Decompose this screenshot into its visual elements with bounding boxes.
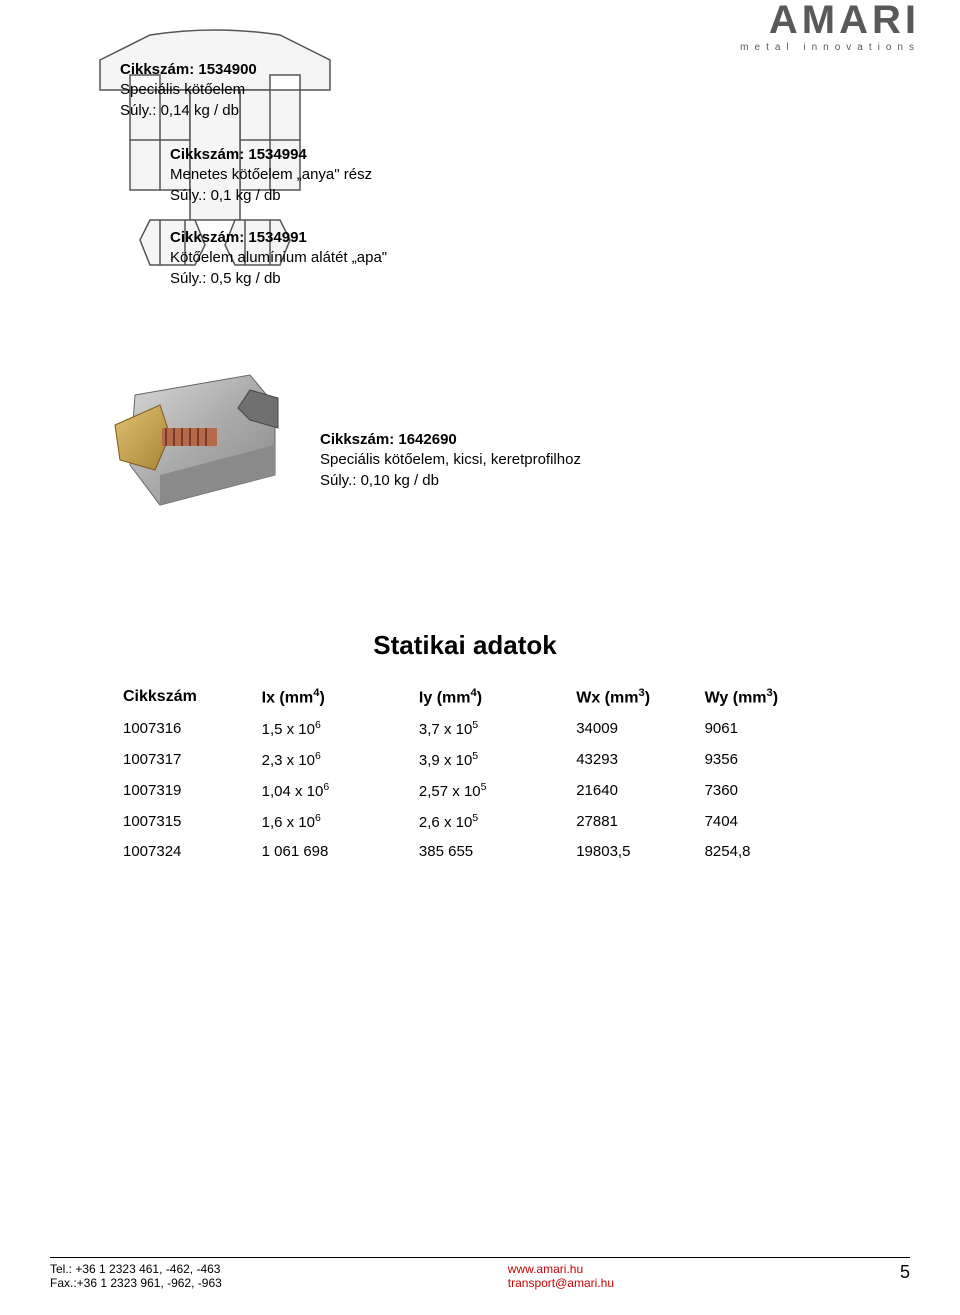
product-block-3: Cikkszám: 1534991 Kötőelem alumínium alá… xyxy=(170,228,387,289)
product-code-label: Cikkszám: xyxy=(170,229,244,246)
table-cell: 7404 xyxy=(697,806,815,837)
table-cell: 2,6 x 105 xyxy=(411,806,568,837)
product-name: Speciális kötőelem xyxy=(120,80,257,100)
product-code: 1534994 xyxy=(248,146,306,163)
product-name: Speciális kötőelem, kicsi, keretprofilho… xyxy=(320,450,581,470)
table-cell: 1007324 xyxy=(115,837,254,866)
product-code: 1642690 xyxy=(398,431,456,448)
statistics-title: Statikai adatok xyxy=(115,630,815,661)
table-header-cell: Wy (mm3) xyxy=(697,681,815,713)
table-cell: 1007317 xyxy=(115,744,254,775)
table-row: 10073151,6 x 1062,6 x 105278817404 xyxy=(115,806,815,837)
table-cell: 1,04 x 106 xyxy=(254,775,411,806)
page-number: 5 xyxy=(900,1262,910,1290)
table-cell: 19803,5 xyxy=(568,837,696,866)
footer-email: transport@amari.hu xyxy=(508,1276,614,1290)
table-cell: 7360 xyxy=(697,775,815,806)
product-code: 1534900 xyxy=(198,61,256,78)
fax-number: +36 1 2323 961, -962, -963 xyxy=(77,1276,222,1290)
table-cell: 385 655 xyxy=(411,837,568,866)
weight-label: Súly.: xyxy=(170,187,206,204)
table-cell: 3,9 x 105 xyxy=(411,744,568,775)
product-name: Menetes kötőelem „anya" rész xyxy=(170,165,372,185)
table-cell: 9356 xyxy=(697,744,815,775)
product-code-label: Cikkszám: xyxy=(320,431,394,448)
product-weight: 0,5 kg / db xyxy=(211,270,281,287)
table-row: 10073161,5 x 1063,7 x 105340099061 xyxy=(115,713,815,744)
table-row: 10073191,04 x 1062,57 x 105216407360 xyxy=(115,775,815,806)
table-header-cell: Wx (mm3) xyxy=(568,681,696,713)
table-header-cell: Cikkszám xyxy=(115,681,254,713)
table-cell: 1,5 x 106 xyxy=(254,713,411,744)
footer-www: www.amari.hu xyxy=(508,1262,614,1276)
statistics-section: Statikai adatok CikkszámIx (mm4)Iy (mm4)… xyxy=(115,630,815,866)
table-cell: 1007316 xyxy=(115,713,254,744)
product-name: Kötőelem alumínium alátét „apa" xyxy=(170,248,387,268)
product-code-label: Cikkszám: xyxy=(120,61,194,78)
page-footer: Tel.: +36 1 2323 461, -462, -463 Fax.:+3… xyxy=(50,1257,910,1290)
table-cell: 9061 xyxy=(697,713,815,744)
product-photo-fastener xyxy=(100,350,290,530)
table-cell: 1007315 xyxy=(115,806,254,837)
footer-links: www.amari.hu transport@amari.hu xyxy=(508,1262,614,1290)
logo-header: AMARI metal innovations xyxy=(740,0,920,53)
product-block-2: Cikkszám: 1534994 Menetes kötőelem „anya… xyxy=(170,145,372,206)
product-code-label: Cikkszám: xyxy=(170,146,244,163)
table-cell: 3,7 x 105 xyxy=(411,713,568,744)
table-cell: 43293 xyxy=(568,744,696,775)
product-block-4: Cikkszám: 1642690 Speciális kötőelem, ki… xyxy=(320,430,581,491)
table-cell: 27881 xyxy=(568,806,696,837)
table-cell: 2,57 x 105 xyxy=(411,775,568,806)
table-cell: 1 061 698 xyxy=(254,837,411,866)
table-header-cell: Ix (mm4) xyxy=(254,681,411,713)
table-cell: 21640 xyxy=(568,775,696,806)
tel-number: +36 1 2323 461, -462, -463 xyxy=(75,1262,220,1276)
table-header-row: CikkszámIx (mm4)Iy (mm4)Wx (mm3)Wy (mm3) xyxy=(115,681,815,713)
table-cell: 1,6 x 106 xyxy=(254,806,411,837)
table-cell: 1007319 xyxy=(115,775,254,806)
table-row: 10073172,3 x 1063,9 x 105432939356 xyxy=(115,744,815,775)
weight-label: Súly.: xyxy=(320,472,356,489)
tel-label: Tel.: xyxy=(50,1262,72,1276)
product-weight: 0,1 kg / db xyxy=(211,187,281,204)
product-weight: 0,10 kg / db xyxy=(361,472,439,489)
statistics-table: CikkszámIx (mm4)Iy (mm4)Wx (mm3)Wy (mm3)… xyxy=(115,681,815,866)
table-cell: 8254,8 xyxy=(697,837,815,866)
product-weight: 0,14 kg / db xyxy=(161,102,239,119)
product-code: 1534991 xyxy=(248,229,306,246)
logo-text: AMARI xyxy=(769,0,920,40)
footer-contact: Tel.: +36 1 2323 461, -462, -463 Fax.:+3… xyxy=(50,1262,222,1290)
fax-label: Fax.: xyxy=(50,1276,77,1290)
table-cell: 2,3 x 106 xyxy=(254,744,411,775)
weight-label: Súly.: xyxy=(120,102,156,119)
table-row: 10073241 061 698385 65519803,58254,8 xyxy=(115,837,815,866)
weight-label: Súly.: xyxy=(170,270,206,287)
table-cell: 34009 xyxy=(568,713,696,744)
table-header-cell: Iy (mm4) xyxy=(411,681,568,713)
table-body: 10073161,5 x 1063,7 x 105340099061100731… xyxy=(115,713,815,866)
logo-subtitle: metal innovations xyxy=(740,42,920,53)
product-block-1: Cikkszám: 1534900 Speciális kötőelem Súl… xyxy=(120,60,257,121)
